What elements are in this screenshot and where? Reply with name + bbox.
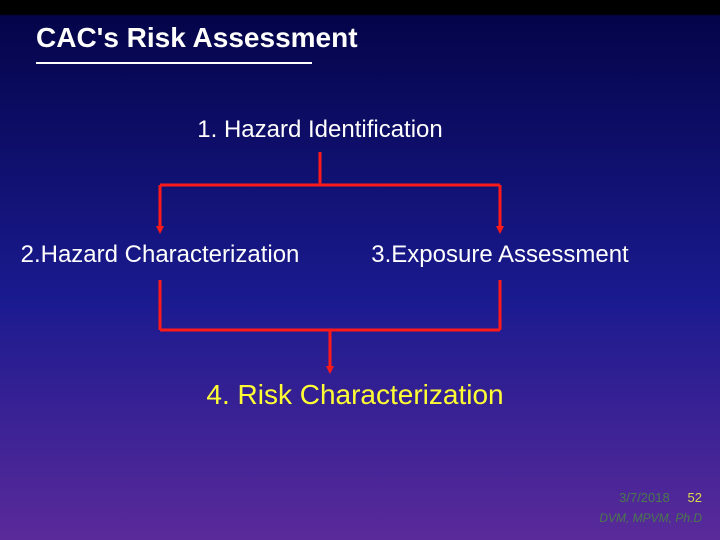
node-risk-characterization: 4. Risk Characterization (206, 379, 503, 411)
footer-page-number: 52 (688, 490, 702, 505)
slide: CAC's Risk Assessment 1. Hazard Identifi… (0, 0, 720, 540)
node-exposure-assessment: 3.Exposure Assessment (371, 241, 628, 269)
node-hazard-characterization: 2.Hazard Characterization (21, 241, 300, 269)
footer-credit: DVM, MPVM, Ph.D (599, 511, 702, 525)
slide-footer: 3/7/2018 52 DVM, MPVM, Ph.D (599, 488, 702, 528)
flow-connectors (0, 0, 720, 540)
node-hazard-identification: 1. Hazard Identification (197, 116, 442, 144)
slide-title: CAC's Risk Assessment (36, 22, 358, 54)
footer-date: 3/7/2018 (619, 490, 670, 505)
title-underline (36, 62, 312, 64)
